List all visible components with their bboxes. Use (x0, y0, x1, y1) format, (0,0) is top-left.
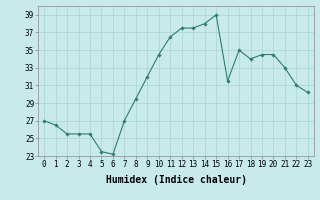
X-axis label: Humidex (Indice chaleur): Humidex (Indice chaleur) (106, 175, 246, 185)
